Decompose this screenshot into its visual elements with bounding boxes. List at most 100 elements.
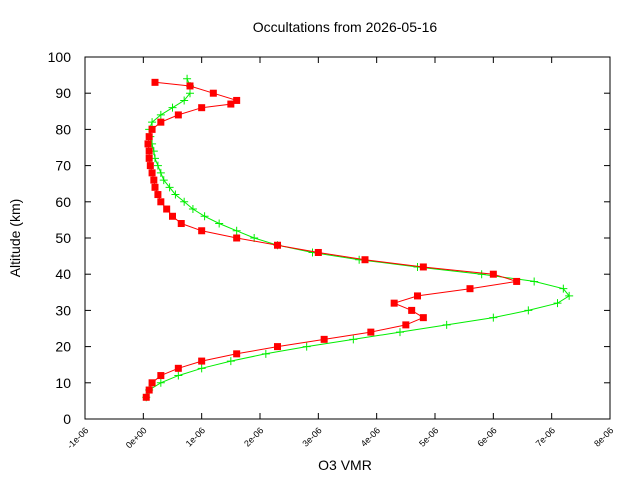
data-point	[183, 74, 192, 83]
data-point	[151, 78, 159, 86]
data-point	[186, 89, 194, 98]
series-layer	[142, 74, 574, 402]
data-point	[553, 299, 562, 308]
data-point	[174, 371, 183, 380]
x-tick-label: 1e-06	[184, 425, 207, 448]
data-point	[227, 100, 235, 108]
data-point	[226, 357, 235, 366]
x-tick-label: 4e-06	[359, 425, 382, 448]
data-point	[414, 292, 421, 300]
data-point	[171, 190, 180, 199]
data-point	[274, 241, 281, 249]
x-tick-label: -1e-06	[65, 425, 90, 450]
data-point	[146, 162, 154, 170]
data-point	[157, 118, 165, 126]
data-point	[145, 133, 153, 141]
data-point	[153, 161, 162, 170]
x-axis-label: O3 VMR	[318, 457, 372, 473]
y-axis-label: Altitude (km)	[7, 199, 23, 278]
data-point	[145, 154, 153, 162]
x-tick-label: 5e-06	[417, 425, 440, 448]
data-point	[145, 386, 153, 394]
data-point	[367, 328, 375, 336]
data-point	[513, 277, 521, 285]
data-point	[148, 169, 156, 177]
data-point	[156, 378, 165, 387]
y-tick-label: 60	[55, 194, 71, 210]
y-tick-label: 10	[55, 375, 71, 391]
x-tick-label: 3e-06	[300, 425, 323, 448]
data-point	[157, 372, 165, 380]
series-line	[145, 81, 517, 398]
data-point	[530, 277, 539, 286]
data-point	[232, 226, 241, 235]
y-tick-label: 30	[55, 302, 71, 318]
data-point	[168, 103, 177, 112]
data-point	[477, 270, 486, 279]
y-tick-label: 100	[48, 49, 72, 65]
data-point	[165, 183, 174, 192]
data-point	[144, 140, 152, 148]
data-point	[402, 321, 410, 329]
x-tick-label: 2e-06	[242, 425, 265, 448]
data-point	[180, 197, 189, 206]
chart-title: Occultations from 2026-05-16	[253, 19, 438, 35]
data-point	[159, 176, 168, 185]
data-point	[349, 335, 358, 344]
data-point	[198, 227, 206, 235]
x-tick-label: 6e-06	[475, 425, 498, 448]
y-tick-label: 80	[55, 121, 71, 137]
data-point	[274, 343, 281, 351]
data-point	[442, 320, 451, 329]
data-point	[565, 291, 574, 300]
data-point	[180, 96, 189, 105]
x-tick-label: 0e+00	[124, 425, 149, 450]
data-point	[489, 270, 497, 278]
data-point	[361, 256, 369, 264]
data-point	[150, 176, 158, 184]
y-tick-label: 90	[55, 85, 71, 101]
data-point	[233, 350, 241, 358]
data-point	[156, 110, 165, 119]
y-tick-label: 50	[55, 230, 71, 246]
data-point	[302, 342, 311, 351]
data-point	[169, 212, 176, 220]
y-tick-label: 0	[63, 411, 71, 427]
data-point	[408, 306, 416, 314]
data-point	[174, 111, 182, 119]
data-point	[198, 357, 206, 365]
series-line	[145, 78, 570, 398]
data-point	[186, 82, 194, 90]
data-point	[197, 364, 206, 373]
data-point	[233, 234, 241, 242]
data-point	[466, 285, 474, 293]
series-0	[142, 74, 574, 402]
y-tick-label: 40	[55, 266, 71, 282]
data-point	[188, 205, 197, 214]
data-point	[177, 220, 185, 228]
y-tick-label: 70	[55, 158, 71, 174]
y-axis: 0 10 20 30 40 50 60 70 80 90 100	[48, 49, 610, 427]
data-point	[314, 248, 322, 256]
data-point	[145, 147, 153, 155]
x-tick-label: 7e-06	[534, 425, 557, 448]
data-point	[198, 104, 206, 112]
data-point	[148, 379, 156, 387]
data-point	[390, 299, 398, 307]
data-point	[261, 349, 270, 358]
data-point	[559, 284, 568, 293]
series-1	[142, 78, 521, 401]
data-point	[142, 393, 150, 401]
data-point	[157, 198, 165, 206]
data-point	[419, 263, 427, 271]
data-point	[524, 306, 533, 315]
plot-frame	[84, 56, 611, 420]
data-point	[209, 89, 217, 97]
data-point	[154, 191, 162, 199]
data-point	[419, 314, 427, 322]
data-point	[233, 96, 241, 104]
data-point	[174, 364, 182, 372]
data-point	[396, 328, 404, 337]
data-point	[163, 205, 171, 213]
